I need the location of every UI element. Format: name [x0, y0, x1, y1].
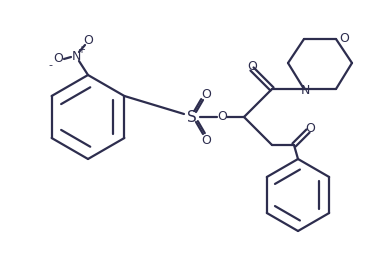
Text: O: O [217, 110, 227, 123]
Text: +: + [77, 45, 85, 55]
Text: O: O [201, 88, 211, 100]
Text: O: O [339, 32, 349, 45]
Text: O: O [83, 35, 93, 48]
Text: O: O [53, 52, 63, 66]
Text: O: O [201, 134, 211, 147]
Text: N: N [71, 51, 81, 63]
Text: -: - [48, 60, 52, 70]
Text: N: N [300, 84, 310, 97]
Text: O: O [247, 60, 257, 73]
Text: O: O [305, 122, 315, 135]
Text: S: S [187, 110, 197, 125]
